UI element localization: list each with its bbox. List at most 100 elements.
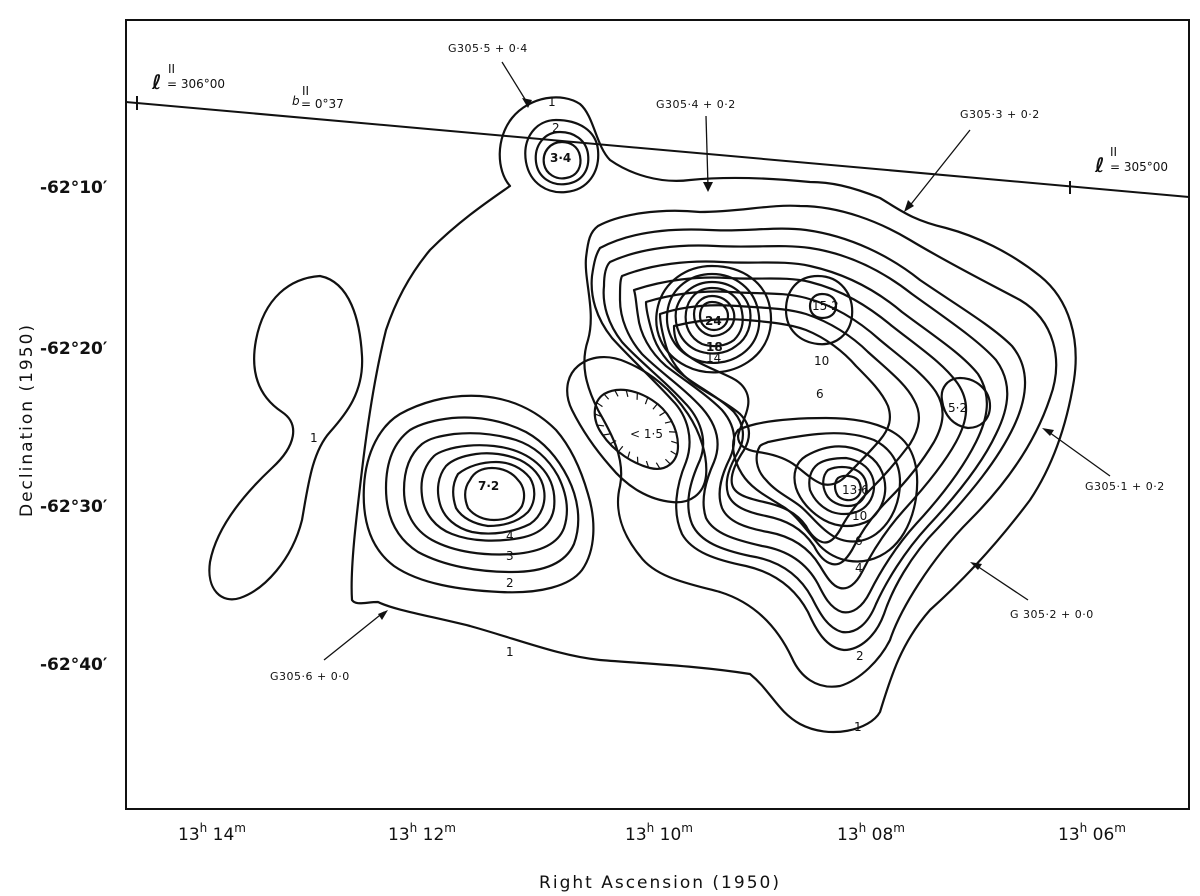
galactic-l-symbol-right: ℓ	[1094, 153, 1104, 177]
contour-level-6-ne-outer	[618, 260, 988, 614]
contour-level-13-se	[833, 474, 862, 502]
contour-label: 1	[506, 645, 514, 659]
galactic-l-sup-right: II	[1110, 145, 1117, 159]
x-tick-label: 13h 06m	[1058, 821, 1126, 845]
contour-level-4-west	[402, 432, 568, 556]
galactic-l-sup-left: II	[168, 62, 175, 76]
arrowhead	[1042, 428, 1054, 436]
contour-level-10-se	[793, 445, 887, 528]
contour-level-2-north	[524, 118, 600, 194]
x-tick-label: 13h 14m	[178, 821, 246, 845]
x-tick-label: 13h 10m	[625, 821, 693, 845]
y-tick-label: -62°40′	[40, 655, 108, 675]
source-label: G 305·2 + 0·0	[1010, 608, 1094, 621]
svg-text:13h 06m: 13h 06m	[1058, 821, 1126, 845]
contour-label: 10	[852, 509, 867, 523]
contour-level-4-peak5	[940, 376, 992, 430]
contour-label: 1	[548, 95, 556, 109]
galactic-l-value-left: = 306°00	[167, 77, 225, 91]
minimum-region	[593, 388, 680, 470]
svg-text:13h 08m: 13h 08m	[837, 821, 905, 845]
hatch-mark	[617, 445, 624, 453]
contour-level-1-west-blob	[208, 274, 364, 601]
contour-level-12-peak24	[674, 280, 752, 355]
source-label: G305·5 + 0·4	[448, 42, 528, 55]
contour-level-9-ne	[658, 304, 920, 544]
contour-label: 4	[855, 561, 863, 575]
contour-label: 18	[706, 340, 723, 354]
contour-label: 14	[706, 351, 721, 365]
arrowhead	[970, 562, 982, 570]
hatch-mark	[655, 462, 661, 469]
hatch-mark	[602, 433, 610, 436]
hatch-mark	[671, 440, 679, 444]
hatch-mark	[625, 389, 629, 398]
hatch-mark	[597, 424, 605, 427]
hatch-mark	[627, 451, 631, 459]
contour-level-11-se	[808, 456, 876, 516]
source-arrow	[501, 61, 529, 105]
contour-label: 2	[552, 121, 560, 135]
contour-level-2-east	[583, 204, 1058, 688]
contour-level-5-west	[420, 444, 556, 542]
contour-level-20-peak24	[698, 300, 730, 332]
contour-label: 6	[816, 387, 824, 401]
source-arrow	[973, 563, 1029, 601]
contour-level-14-peak15	[808, 292, 838, 320]
source-label: G305·4 + 0·2	[656, 98, 736, 111]
y-tick-label: -62°20′	[40, 339, 108, 359]
peak-label: 7·2	[478, 479, 499, 493]
plot-frame	[125, 19, 1190, 810]
peak-label: 24	[705, 314, 722, 328]
contour-level-2-central	[566, 356, 708, 504]
contour-level-8-west	[464, 466, 526, 522]
peak-labels: 3·4 24 15·2 5·2 7·2 13·6 < 1·5	[478, 151, 967, 497]
galactic-l-value-right: = 305°00	[1110, 160, 1168, 174]
contours	[208, 96, 1077, 733]
contour-level-4-north	[542, 140, 582, 180]
contour-level-6-ne	[632, 276, 968, 590]
arrowhead	[378, 610, 388, 620]
hatch-mark	[645, 460, 650, 468]
contour-level-3-ne	[590, 227, 1027, 652]
hatch-mark	[603, 393, 610, 400]
peak-label: 15·2	[812, 299, 839, 313]
hatch-mark	[652, 403, 658, 410]
contour-label: 3	[506, 549, 514, 563]
source-label: G305·6 + 0·0	[270, 670, 350, 683]
contour-level-4-ne	[602, 244, 1009, 634]
contour-label: 1	[310, 431, 318, 445]
arrowhead	[703, 182, 713, 192]
y-tick-label: -62°30′	[40, 497, 108, 517]
contour-level-6-se	[732, 416, 919, 563]
x-tick-label: 13h 12m	[388, 821, 456, 845]
svg-text:13h 12m: 13h 12m	[388, 821, 456, 845]
arrowhead	[904, 200, 914, 212]
source-arrow	[907, 129, 971, 209]
contour-level-3-north	[534, 130, 590, 186]
source-label: G305·3 + 0·2	[960, 108, 1040, 121]
galactic-b-symbol: b	[292, 94, 300, 108]
galactic-b-value: = 0°37	[301, 97, 344, 111]
contour-level-2-west	[362, 394, 595, 594]
minimum-label: < 1·5	[630, 427, 663, 441]
svg-text:13h 10m: 13h 10m	[625, 821, 693, 845]
contour-level-12-se	[822, 465, 868, 508]
hatch-mark	[596, 402, 603, 408]
peak-label: 3·4	[550, 151, 571, 165]
x-axis: 13h 14m 13h 12m 13h 10m 13h 08m 13h 06m …	[178, 821, 1126, 893]
hatch-mark	[659, 411, 666, 417]
contour-level-7-west	[452, 460, 536, 528]
contour-level-14-peak24	[684, 286, 744, 348]
galactic-l-symbol-left: ℓ	[151, 70, 161, 94]
y-tick-label: -62°10′	[40, 178, 108, 198]
galactic-b-sup: II	[302, 84, 309, 98]
source-annotations: G305·5 + 0·4 G305·4 + 0·2 G305·3 + 0·2 G…	[270, 42, 1164, 683]
contour-level-6-west	[436, 452, 546, 535]
x-tick-label: 13h 08m	[837, 821, 905, 845]
contour-label: 10	[814, 354, 829, 368]
source-arrow	[705, 115, 709, 187]
hatch-mark	[664, 458, 671, 465]
source-arrow	[323, 611, 385, 661]
